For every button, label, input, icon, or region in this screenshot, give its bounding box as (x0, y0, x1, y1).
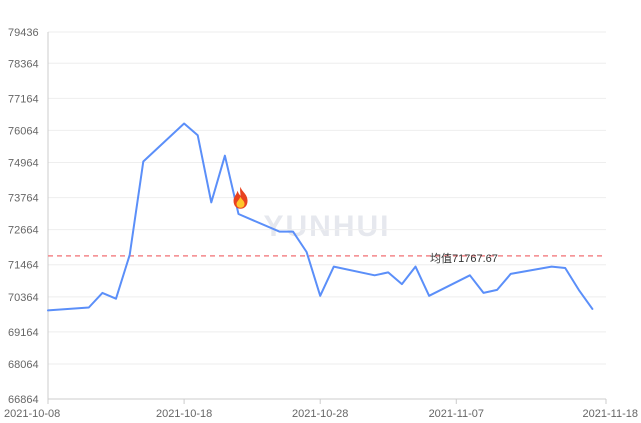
y-tick-label: 72664 (8, 225, 39, 237)
y-tick-label: 76064 (8, 125, 39, 137)
x-tick-label: 2021-10-28 (292, 408, 348, 420)
y-tick-label: 77164 (8, 93, 39, 105)
x-tick-label: 2021-10-08 (4, 408, 60, 420)
x-tick-label: 2021-11-18 (583, 408, 638, 420)
watermark-text: YUNHUI (263, 210, 390, 243)
y-tick-label: 79436 (8, 27, 39, 39)
y-tick-label: 74964 (8, 158, 39, 170)
y-tick-label: 73764 (8, 193, 39, 205)
fire-icon (233, 186, 248, 209)
y-tick-label: 68064 (8, 359, 39, 371)
y-tick-label: 71464 (8, 260, 39, 272)
y-tick-label: 66864 (8, 394, 39, 406)
y-tick-label: 70364 (8, 292, 39, 304)
average-label: 均值71767.67 (430, 252, 498, 265)
x-tick-label: 2021-10-18 (156, 408, 212, 420)
x-tick-label: 2021-11-07 (429, 408, 484, 420)
y-tick-label: 78364 (8, 58, 39, 70)
y-tick-label: 69164 (8, 327, 39, 339)
